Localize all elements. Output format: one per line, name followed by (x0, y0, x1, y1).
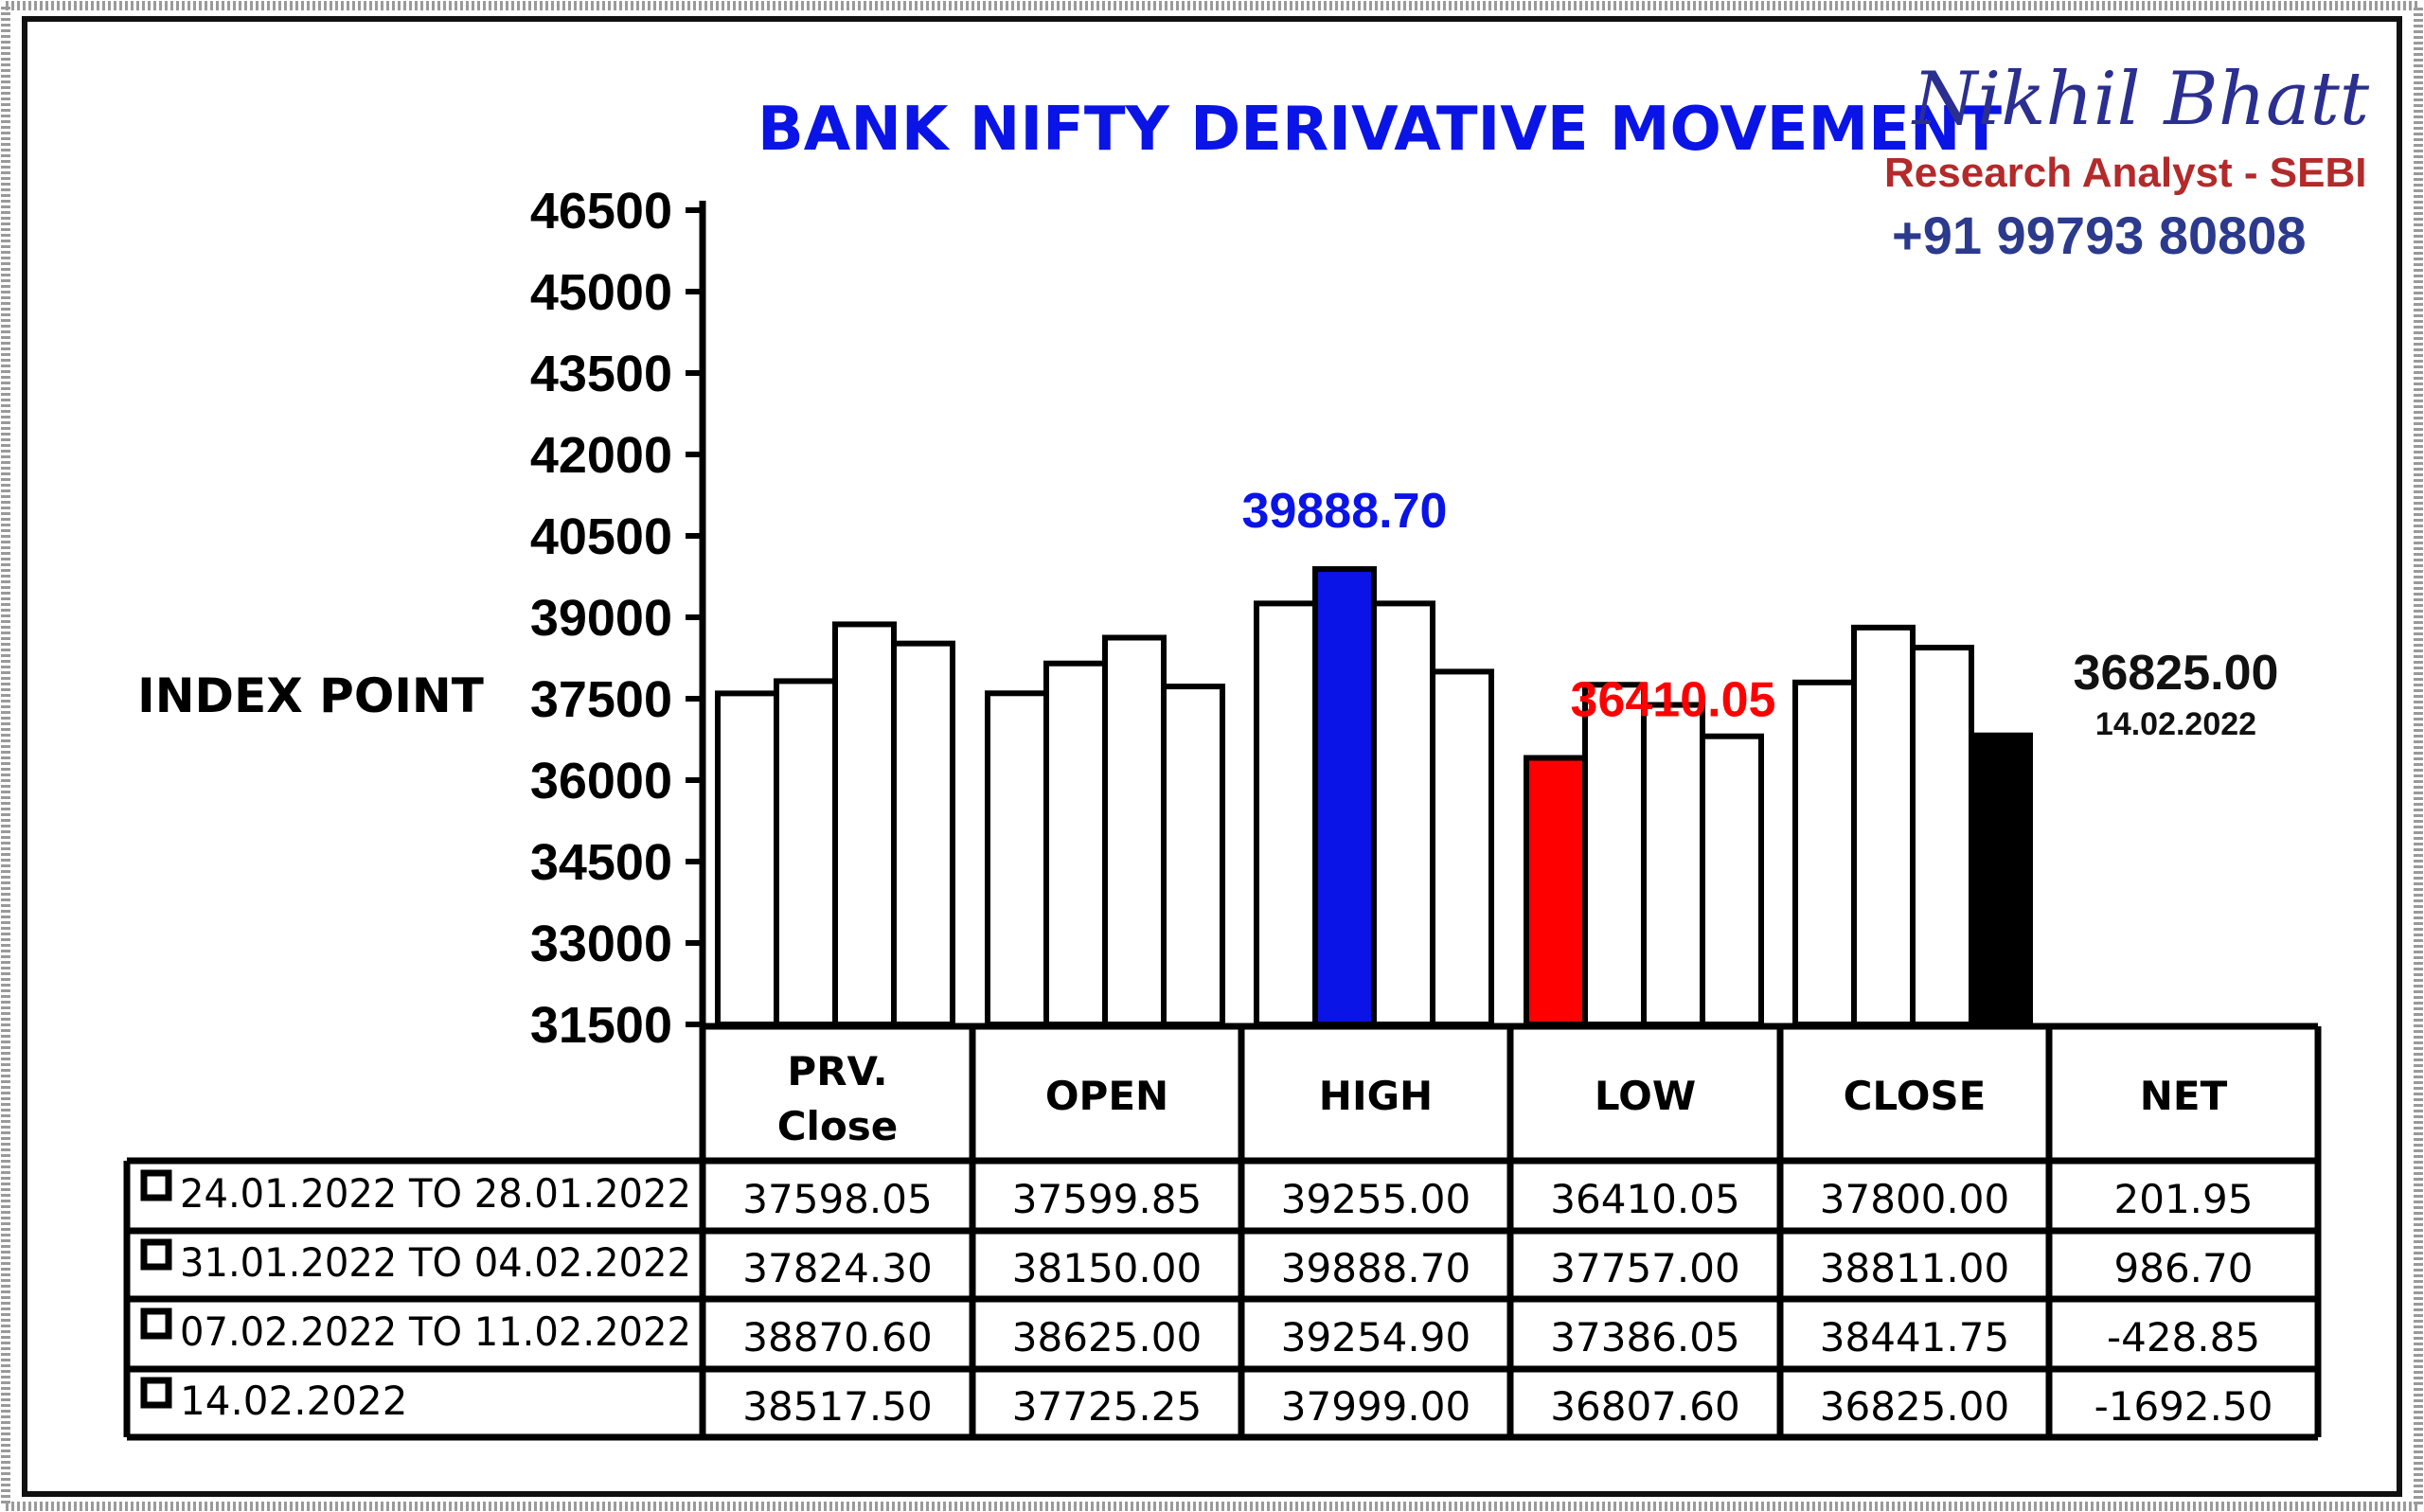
table-header-label: PRV. (787, 1048, 887, 1094)
y-tick-label: 37500 (530, 671, 672, 728)
legend-entry: 31.01.2022 TO 04.02.2022 (180, 1239, 691, 1286)
bar (1969, 732, 2033, 1027)
bar (1524, 755, 1588, 1027)
y-tick-label: 34500 (530, 834, 672, 891)
bar (985, 690, 1049, 1027)
bar (715, 690, 779, 1027)
data-label-high: 39888.70 (1242, 484, 1448, 539)
bar (891, 640, 955, 1027)
table-cell: 38150.00 (1012, 1245, 1202, 1291)
table-header-label: NET (2140, 1073, 2228, 1119)
y-tick-label: 40500 (530, 508, 672, 565)
table-header-label: Close (777, 1103, 899, 1149)
table-cell: 37757.00 (1550, 1245, 1739, 1291)
table-cell: 39888.70 (1281, 1245, 1470, 1291)
table-cell: 38625.00 (1012, 1314, 1202, 1361)
bar (1641, 702, 1705, 1027)
table-cell: 36410.05 (1550, 1176, 1739, 1222)
table-cell: 37599.85 (1012, 1176, 1202, 1222)
data-label-low: 36410.05 (1571, 672, 1776, 727)
table-cell: 37824.30 (742, 1245, 932, 1291)
chart-title: BANK NIFTY DERIVATIVE MOVEMENT (758, 95, 2003, 165)
table-cell: 37386.05 (1550, 1314, 1739, 1361)
data-label-close-date: 14.02.2022 (2095, 706, 2256, 742)
legend-key (140, 1238, 172, 1271)
bar (1161, 684, 1225, 1028)
legend-key (140, 1377, 172, 1409)
legend-key (140, 1307, 172, 1340)
bar (1582, 682, 1647, 1027)
table-cell: -428.85 (2107, 1314, 2260, 1361)
y-axis-label: INDEX POINT (137, 668, 484, 723)
table-cell: 201.95 (2114, 1176, 2254, 1222)
y-tick-label: 36000 (530, 753, 672, 809)
brand-phone: +91 99793 80808 (1892, 205, 2307, 265)
bar (1851, 624, 1916, 1027)
bar (1043, 660, 1108, 1027)
table-cell: 38441.75 (1820, 1314, 2009, 1361)
table-cell: 986.70 (2114, 1245, 2254, 1291)
table-header-label: HIGH (1319, 1073, 1433, 1119)
legend-key (140, 1169, 172, 1201)
table-header-label: OPEN (1045, 1073, 1168, 1119)
y-tick-label: 43500 (530, 346, 672, 402)
legend-entry: 24.01.2022 TO 28.01.2022 (180, 1170, 691, 1217)
y-tick-label: 33000 (530, 916, 672, 972)
bar (1430, 668, 1494, 1028)
bar (1312, 566, 1377, 1027)
table-header-label: LOW (1595, 1073, 1696, 1119)
table-cell: 39254.90 (1281, 1314, 1470, 1361)
table-cell: 36825.00 (1820, 1383, 2009, 1430)
y-tick-label: 46500 (530, 183, 672, 240)
table-cell: 38870.60 (742, 1314, 932, 1361)
bar (1254, 600, 1318, 1027)
table-cell: 37598.05 (742, 1176, 932, 1222)
y-tick-label: 42000 (530, 427, 672, 484)
brand-name: Nikhil Bhatt (1913, 57, 2370, 142)
table-cell: 39255.00 (1281, 1176, 1470, 1222)
table-cell: 38517.50 (742, 1383, 932, 1430)
bar (1102, 634, 1167, 1027)
brand-role: Research Analyst - SEBI (1884, 150, 2367, 196)
legend-entry: 14.02.2022 (180, 1378, 407, 1424)
table-cell: 37800.00 (1820, 1176, 2009, 1222)
bar (832, 621, 897, 1027)
bar (1792, 679, 1857, 1027)
table-header-label: CLOSE (1844, 1073, 1987, 1119)
y-tick-label: 31500 (530, 997, 672, 1054)
bar (1371, 600, 1435, 1027)
table-cell: -1692.50 (2094, 1383, 2273, 1430)
y-tick-label: 45000 (530, 264, 672, 321)
bar (1910, 645, 1974, 1027)
data-label-close: 36825.00 (2074, 646, 2279, 701)
table-cell: 38811.00 (1820, 1245, 2009, 1291)
table-cell: 37999.00 (1281, 1383, 1470, 1430)
legend-entry: 07.02.2022 TO 11.02.2022 (180, 1308, 691, 1355)
y-tick-label: 39000 (530, 590, 672, 647)
bar (1700, 733, 1764, 1027)
table-cell: 36807.60 (1550, 1383, 1739, 1430)
table-cell: 37725.25 (1012, 1383, 1202, 1430)
bar (774, 678, 838, 1027)
